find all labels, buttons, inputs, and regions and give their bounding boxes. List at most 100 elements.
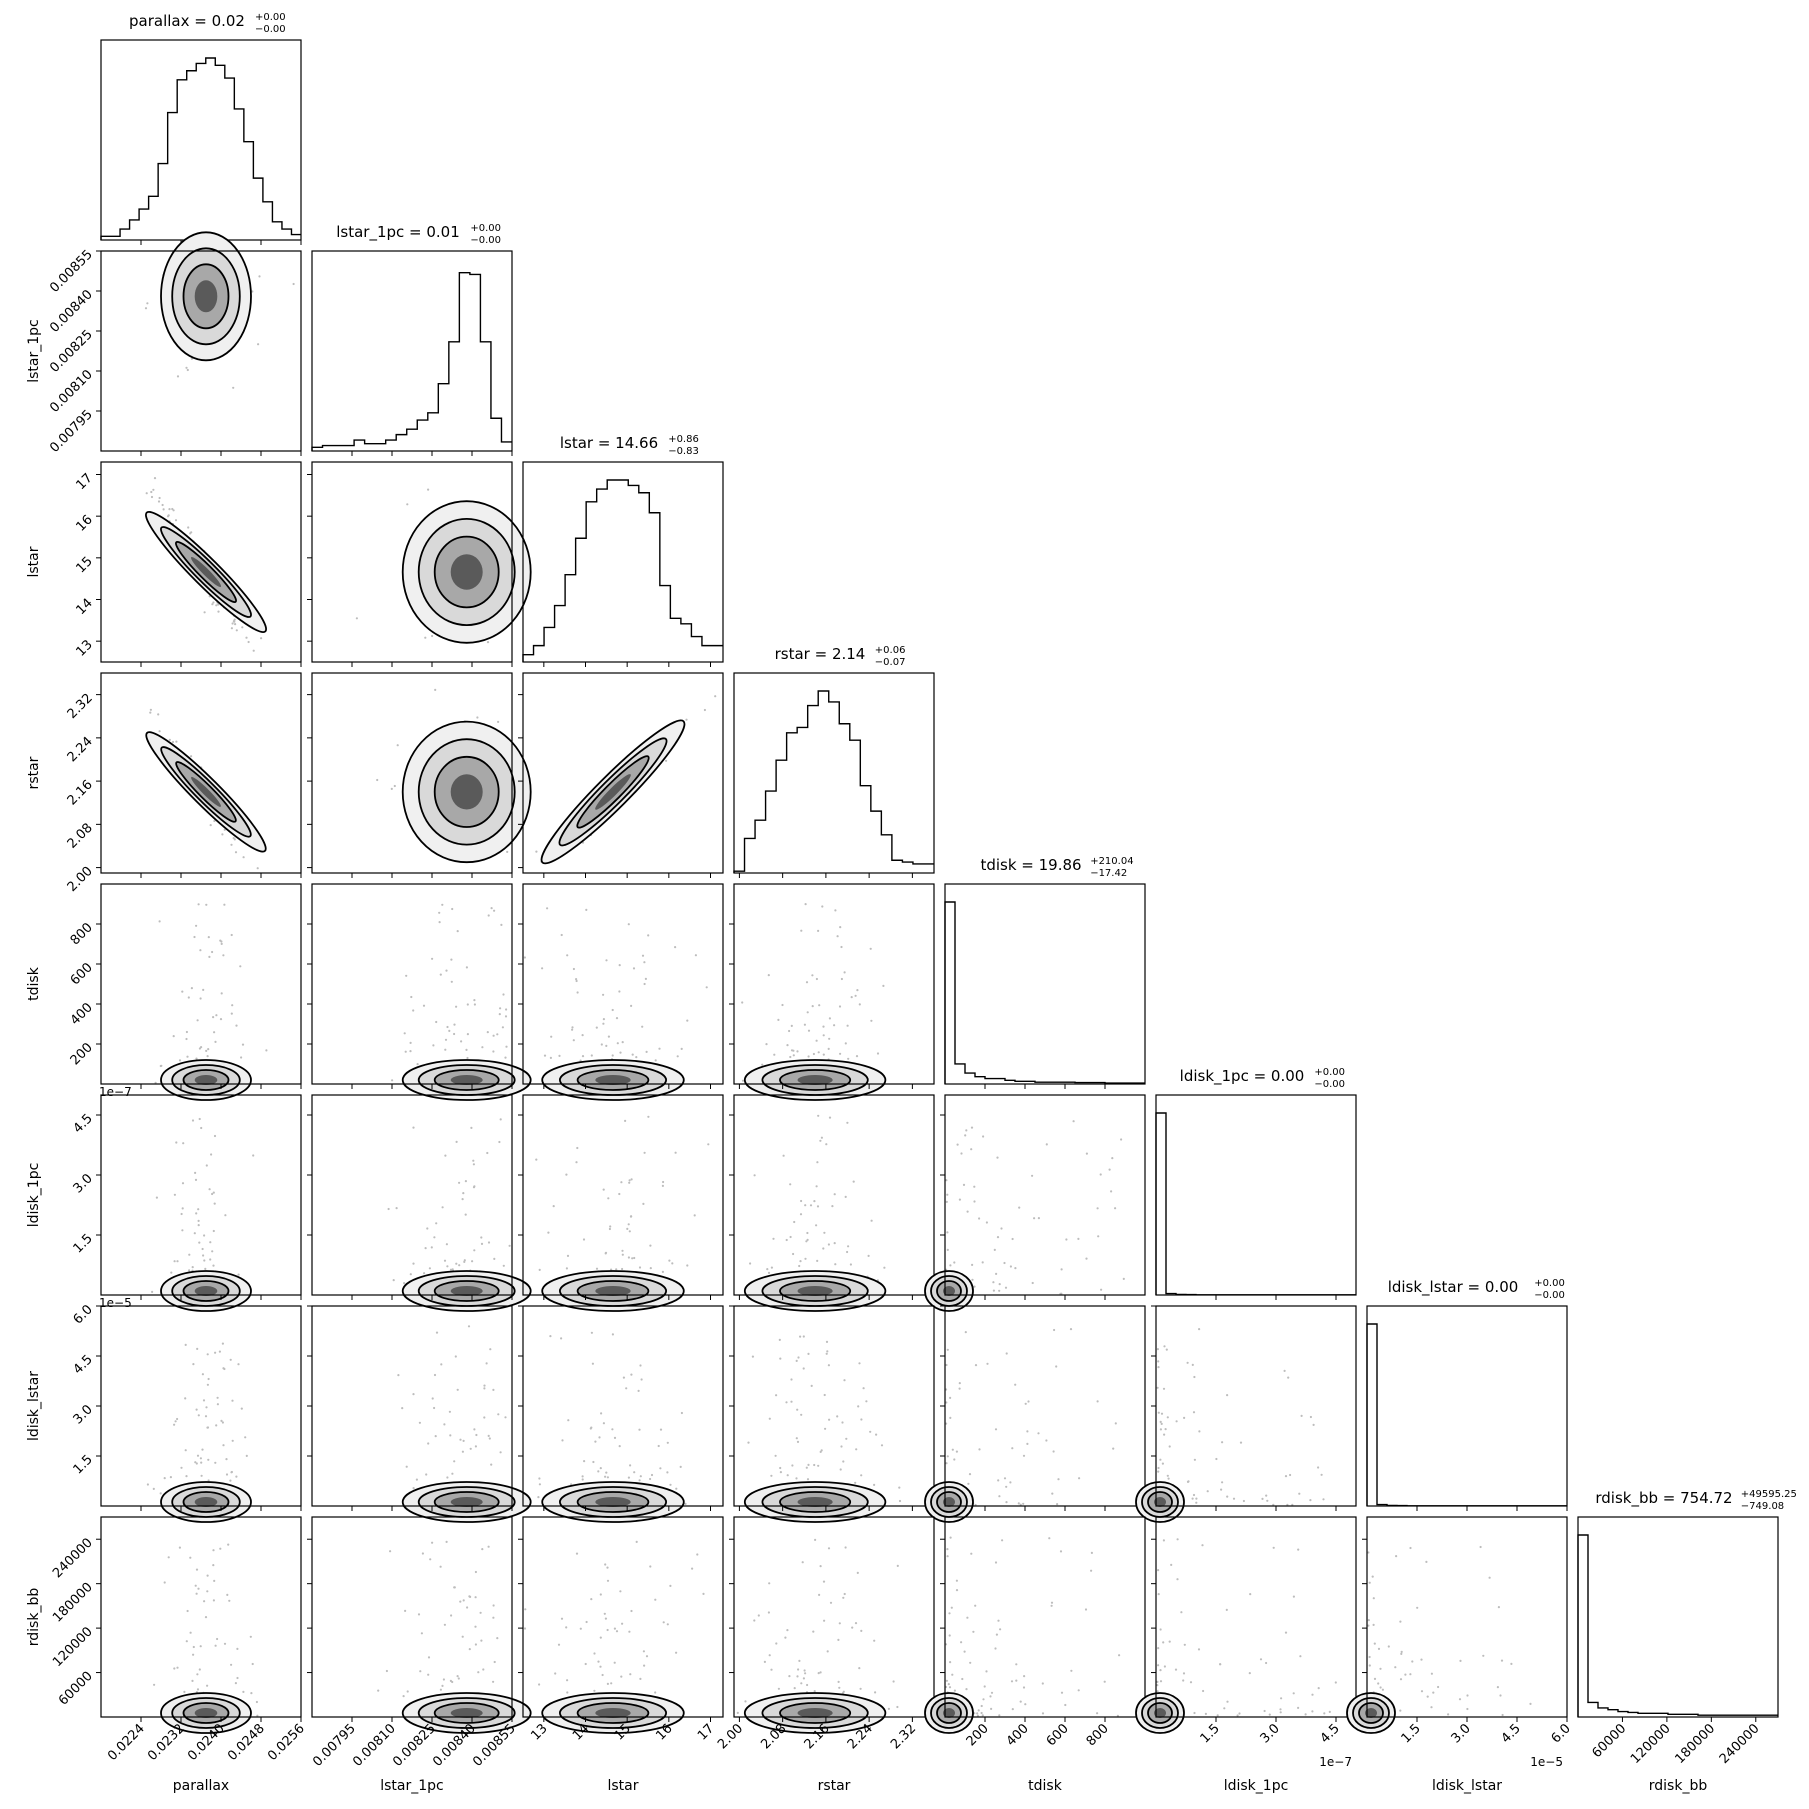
scatter-point	[770, 1668, 773, 1671]
scatter-point	[1219, 1663, 1222, 1666]
scatter-point	[483, 1384, 486, 1387]
scatter-point	[202, 1254, 205, 1257]
scatter-point	[459, 1438, 462, 1441]
scatter-point	[480, 1639, 483, 1642]
scatter-point	[1026, 1430, 1029, 1433]
scatter-point	[1056, 1503, 1059, 1506]
axes-frame	[733, 672, 935, 874]
scatter-point	[466, 1606, 469, 1609]
scatter-point	[843, 971, 846, 974]
scatter-point	[1381, 1688, 1384, 1691]
scatter-point	[843, 1592, 846, 1596]
axes-frame	[733, 883, 935, 1085]
scatter-point	[1005, 1352, 1008, 1355]
scatter-point	[955, 1589, 959, 1592]
scatter-point	[1395, 1555, 1398, 1558]
panel-parallax-vs-tdisk: 200 400 600 800 tdisk	[26, 883, 302, 1101]
scatter-point	[216, 1403, 219, 1406]
scatter-point	[839, 926, 842, 929]
scatter-point	[600, 1043, 603, 1046]
x-tick-label: 3.0	[1449, 1721, 1474, 1746]
scatter-point	[985, 1670, 988, 1673]
scatter-point	[1157, 1366, 1160, 1369]
panel-title-rstar: rstar = 2.14	[775, 645, 866, 663]
scatter-point	[455, 1140, 458, 1143]
scatter-point	[846, 1250, 849, 1254]
scatter-point	[412, 1126, 415, 1129]
scatter-point	[443, 1259, 447, 1262]
axes-frame	[733, 1305, 935, 1507]
scatter-point	[158, 730, 161, 733]
scatter-point	[212, 1564, 215, 1567]
scatter-point	[557, 1643, 561, 1646]
scatter-point	[1400, 1652, 1403, 1655]
scatter-point	[953, 1689, 957, 1692]
scatter-point	[1317, 1687, 1320, 1690]
scatter-point	[419, 1670, 422, 1673]
scatter-point	[1373, 1642, 1376, 1645]
scatter-point	[595, 1267, 599, 1270]
scatter-point	[427, 1656, 431, 1659]
scatter-point	[193, 1232, 196, 1235]
scatter-point	[230, 933, 233, 937]
scatter-point	[155, 1196, 158, 1199]
scatter-point	[956, 1143, 959, 1146]
scatter-point	[842, 1596, 845, 1599]
density-contour	[450, 1497, 483, 1507]
scatter-point	[1373, 1677, 1377, 1680]
scatter-point	[260, 637, 263, 640]
scatter-point	[965, 1129, 968, 1132]
scatter-point	[482, 1668, 485, 1671]
scatter-point	[602, 1022, 605, 1025]
scatter-point	[1022, 1502, 1025, 1505]
scatter-point	[441, 903, 444, 906]
scatter-point	[176, 375, 180, 378]
scatter-point	[604, 1617, 608, 1620]
scatter-point	[675, 1487, 678, 1490]
scatter-point	[805, 981, 809, 984]
scatter-point	[178, 1059, 182, 1062]
title-upper-parallax: +0.00	[255, 12, 286, 23]
scatter-point	[252, 649, 255, 652]
scatter-point	[993, 1248, 996, 1251]
scatter-point	[199, 1457, 202, 1460]
scatter-point	[876, 1052, 880, 1055]
scatter-point	[806, 1011, 809, 1014]
scatter-point	[581, 1055, 585, 1058]
scatter-point	[610, 1682, 613, 1685]
scatter-point	[828, 1017, 832, 1020]
scatter-point	[476, 716, 479, 719]
scatter-point	[1279, 1711, 1282, 1714]
scatter-point	[237, 1363, 240, 1366]
scatter-point	[214, 1644, 217, 1647]
panel-title-lstar_1pc: lstar_1pc = 0.01	[336, 223, 460, 242]
scatter-point	[212, 1191, 215, 1194]
scatter-point	[392, 1279, 395, 1282]
scatter-point	[468, 1648, 471, 1651]
scatter-point	[638, 1428, 641, 1431]
scatter-point	[945, 1679, 949, 1682]
scatter-point	[446, 1476, 449, 1479]
scatter-point	[669, 1584, 672, 1587]
scatter-point	[1311, 1693, 1314, 1696]
scatter-point	[790, 1400, 793, 1403]
y-tick-label: 200	[68, 1040, 96, 1068]
scatter-point	[770, 1266, 774, 1269]
scatter-point	[833, 1193, 836, 1196]
scatter-point	[647, 934, 650, 937]
scatter-point	[883, 1266, 886, 1269]
scatter-point	[976, 1712, 979, 1715]
scatter-point	[774, 1454, 777, 1457]
scatter-point	[438, 911, 441, 914]
scatter-point	[611, 1054, 614, 1057]
scatter-point	[222, 1444, 225, 1447]
histogram-ldisk_lstar	[1366, 1323, 1567, 1507]
scatter-point	[486, 1151, 489, 1155]
title-upper-ldisk_lstar: +0.00	[1534, 1278, 1565, 1289]
scatter-point	[442, 1678, 445, 1681]
scatter-point	[827, 1047, 830, 1050]
scatter-point	[1166, 1474, 1169, 1477]
scatter-points	[154, 903, 268, 1084]
scatter-point	[849, 1263, 853, 1266]
scatter-point	[1170, 1563, 1173, 1566]
